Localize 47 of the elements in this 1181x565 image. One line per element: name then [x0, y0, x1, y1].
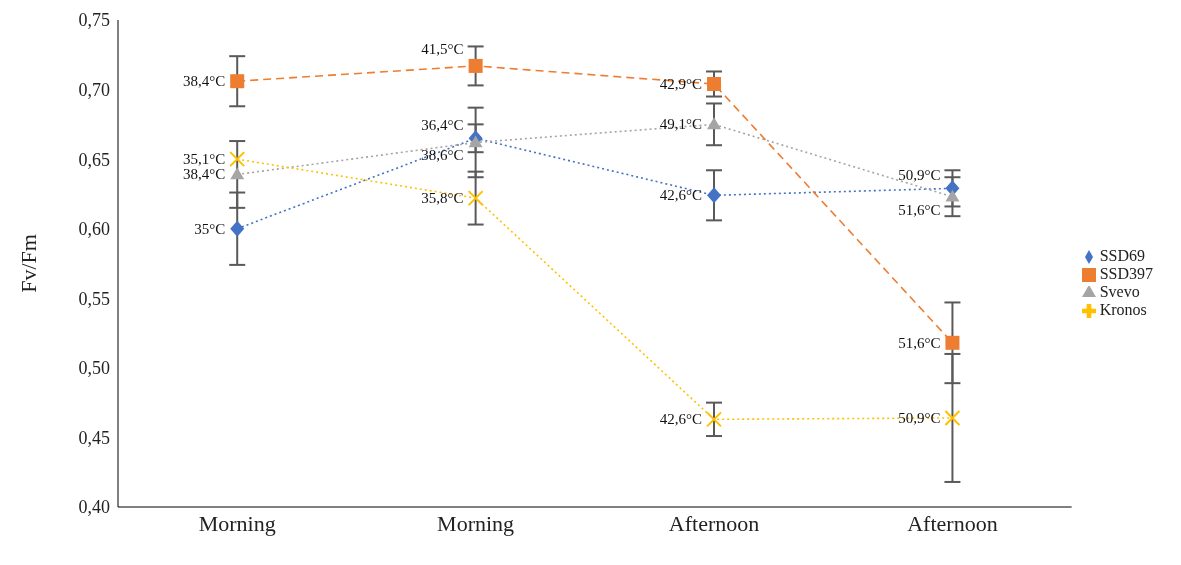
legend-label: Kronos: [1099, 300, 1147, 318]
annotation: 50,9°C: [898, 167, 941, 184]
annotation: 41,5°C: [421, 40, 464, 57]
y-tick-label: 0,55: [78, 288, 110, 309]
y-tick-label: 0,60: [78, 219, 110, 240]
x-tick-label: Morning: [198, 510, 276, 536]
annotation: 51,6°C: [898, 201, 941, 218]
annotation: 42,6°C: [659, 411, 703, 428]
point: [944, 409, 961, 426]
annotation: 35,8°C: [421, 190, 464, 207]
point: [945, 189, 960, 202]
legend-label: SSD397: [1099, 264, 1153, 282]
x-tick-label: Morning: [437, 510, 515, 536]
annotation: 51,6°C: [898, 334, 941, 351]
annotation: 49,1°C: [659, 116, 703, 133]
annotation: 38,6°C: [421, 147, 464, 164]
legend-label: Svevo: [1099, 282, 1140, 300]
y-tick-label: 0,40: [78, 497, 110, 518]
annotation: 38,4°C: [182, 73, 226, 90]
annotation: 38,4°C: [182, 166, 226, 183]
y-tick-label: 0,50: [78, 358, 110, 379]
point: [707, 77, 722, 92]
y-axis-title: Fv/Fm: [15, 234, 41, 293]
annotation: 42,6°C: [659, 187, 703, 204]
y-tick-label: 0,65: [78, 149, 110, 170]
y-tick-label: 0,75: [78, 10, 110, 31]
point: [706, 411, 723, 428]
point: [230, 220, 245, 237]
point: [467, 190, 484, 207]
y-tick-label: 0,70: [78, 79, 110, 100]
annotation: 35,1°C: [182, 151, 226, 168]
annotation: 35°C: [194, 220, 226, 237]
y-tick-label: 0,45: [78, 427, 110, 448]
annotation: 42,9°C: [659, 76, 703, 93]
annotation: 50,9°C: [898, 409, 941, 426]
point: [707, 117, 722, 130]
point: [230, 74, 245, 89]
point: [230, 167, 245, 180]
point: [468, 135, 483, 148]
point: [945, 335, 960, 350]
point: [468, 58, 483, 73]
x-tick-label: Afternoon: [907, 510, 998, 536]
point: [229, 151, 246, 168]
point: [707, 187, 722, 204]
legend-label: SSD69: [1099, 246, 1145, 264]
x-tick-label: Afternoon: [668, 510, 760, 536]
annotation: 36,4°C: [421, 117, 464, 134]
